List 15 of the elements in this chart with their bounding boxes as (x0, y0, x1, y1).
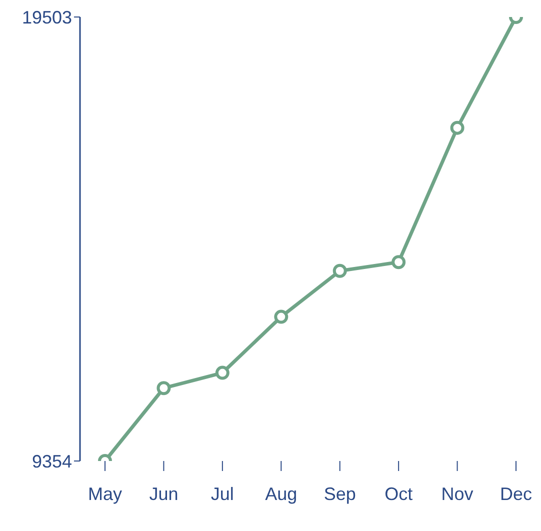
x-tick-label: Jul (210, 484, 234, 504)
point (392, 255, 406, 270)
x-tick-label: Sep (324, 484, 356, 504)
point (215, 366, 230, 380)
x-tick-label: Oct (384, 484, 413, 504)
point (274, 310, 288, 324)
y-tick-label: 9354 (32, 451, 72, 472)
x-tick-label: May (88, 484, 122, 504)
point (332, 264, 347, 278)
y-tick-label: 19503 (22, 7, 72, 28)
x-tick-label: Jun (149, 484, 178, 504)
x-tick-label: Aug (265, 484, 298, 504)
x-tick-label: Dec (500, 484, 532, 504)
point (156, 381, 171, 396)
x-tick-label: Nov (441, 484, 474, 504)
